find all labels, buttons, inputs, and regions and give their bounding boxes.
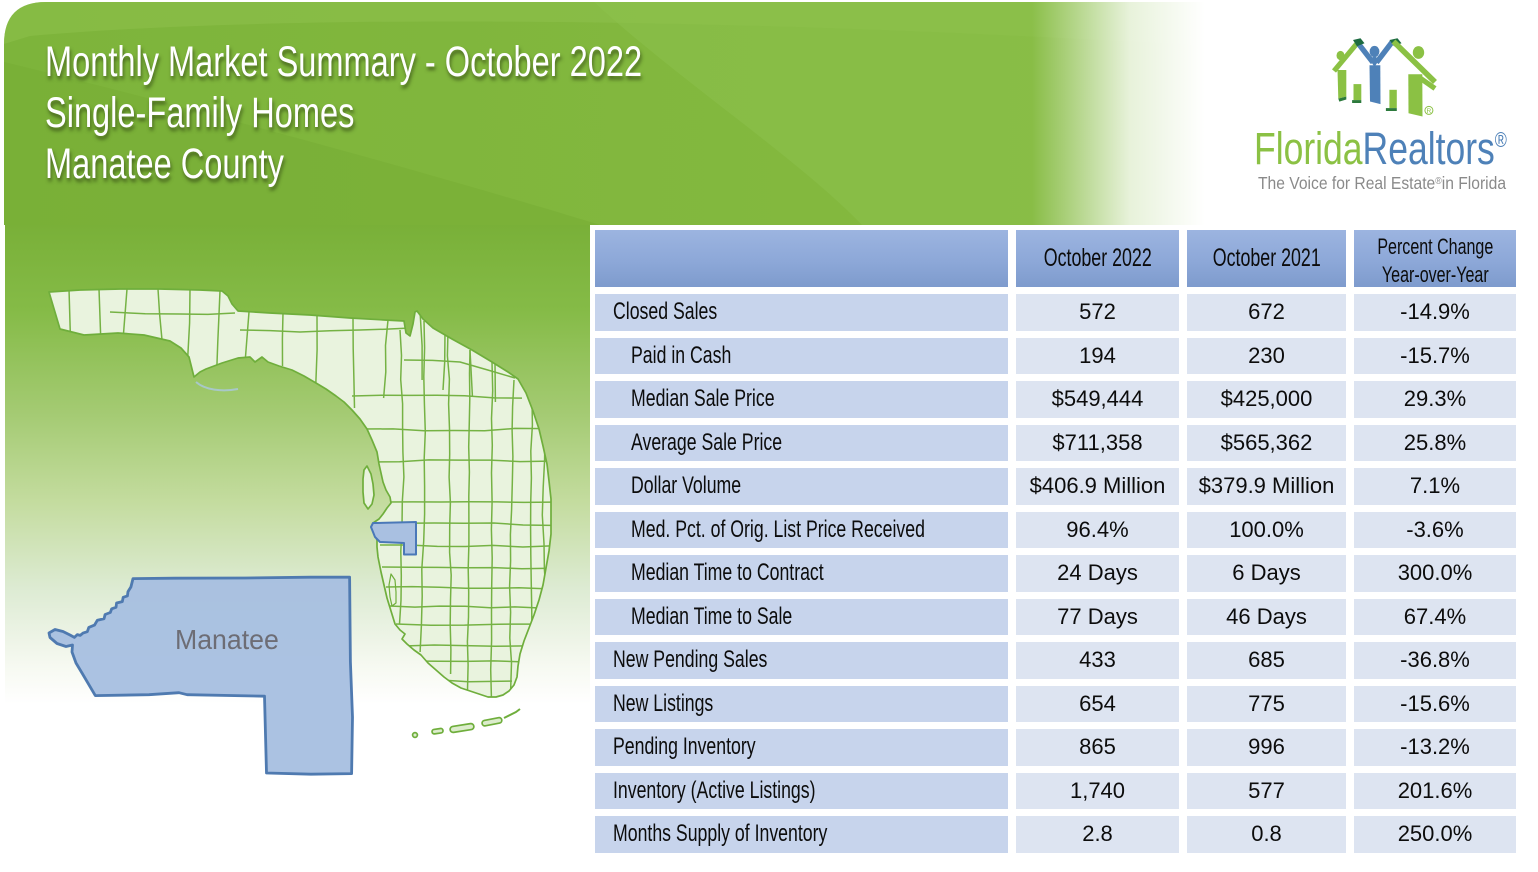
svg-text:R: R bbox=[1427, 108, 1432, 115]
